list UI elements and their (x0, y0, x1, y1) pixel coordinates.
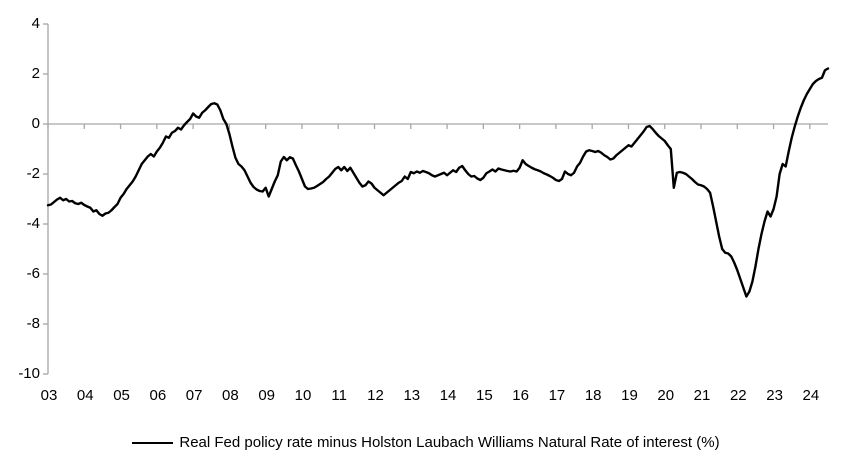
y-axis-label: 0 (31, 115, 40, 132)
x-axis-label: 05 (113, 387, 130, 404)
x-axis-label: 06 (149, 387, 167, 404)
x-axis-label: 10 (294, 387, 312, 404)
x-axis-label: 22 (729, 387, 747, 404)
x-axis-label: 18 (584, 387, 602, 404)
x-axis-label: 15 (476, 387, 493, 404)
y-axis-label: 4 (31, 15, 40, 32)
legend-label: Real Fed policy rate minus Holston Lauba… (179, 434, 720, 451)
y-axis-label: -10 (18, 365, 40, 382)
x-axis-label: 03 (40, 387, 58, 404)
legend-line-swatch (132, 441, 174, 444)
x-axis-label: 13 (403, 387, 421, 404)
y-axis-label: -6 (26, 265, 40, 282)
x-axis-label: 07 (185, 387, 203, 404)
x-axis-label: 14 (439, 387, 457, 404)
x-axis-label: 16 (512, 387, 529, 404)
y-axis-label: -2 (26, 165, 40, 182)
x-axis-label: 20 (657, 387, 675, 404)
x-axis-label: 09 (258, 387, 276, 404)
x-axis-label: 17 (548, 387, 566, 404)
y-axis-label: -4 (26, 215, 40, 232)
x-axis-label: 23 (766, 387, 783, 404)
x-axis-label: 08 (222, 387, 239, 404)
x-axis-label: 19 (621, 387, 638, 404)
chart-plot-area (43, 23, 830, 375)
x-axis-label: 04 (76, 387, 94, 404)
x-axis-label: 21 (693, 387, 711, 404)
x-axis-label: 24 (802, 387, 820, 404)
y-axis-label: 2 (31, 65, 40, 82)
legend: Real Fed policy rate minus Holston Lauba… (0, 434, 852, 451)
y-axis-label: -8 (26, 315, 40, 332)
x-axis-label: 11 (331, 387, 347, 404)
x-axis-label: 12 (367, 387, 384, 404)
data-line (46, 67, 830, 298)
